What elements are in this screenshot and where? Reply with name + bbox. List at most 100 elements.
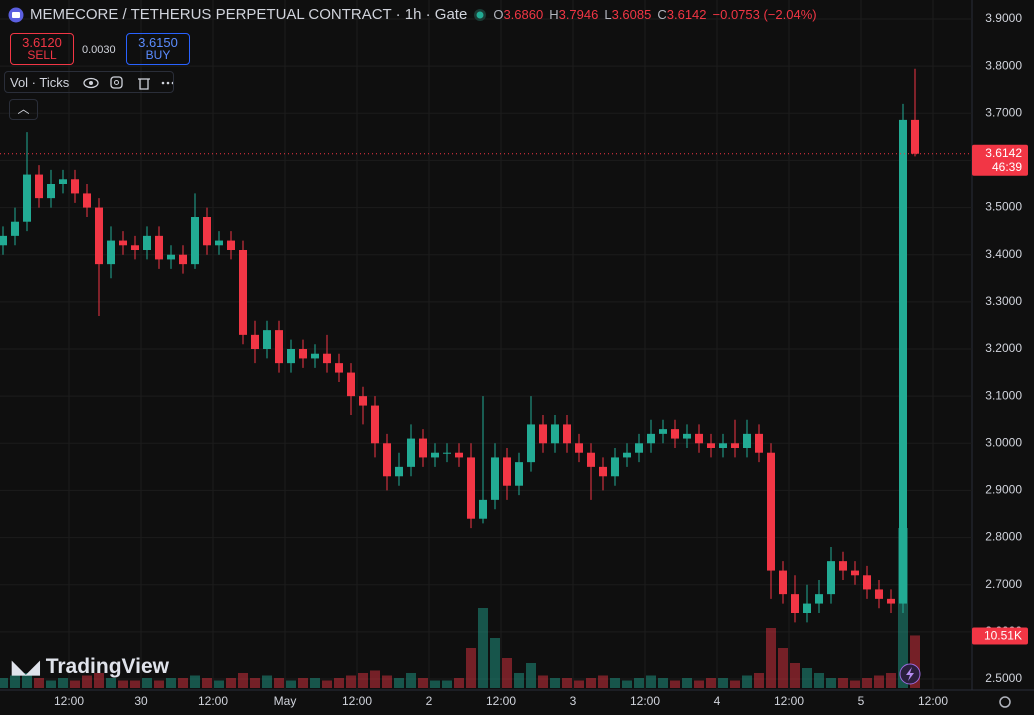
candle-body: [911, 119, 919, 154]
x-tick-label: 5: [858, 694, 865, 708]
candle-body: [527, 424, 535, 463]
volume-bar: [442, 680, 452, 688]
volume-bar: [382, 675, 392, 688]
settings-icon: [999, 696, 1011, 708]
candle-body: [263, 330, 271, 349]
x-tick-label: May: [274, 694, 297, 708]
volume-bar: [454, 678, 464, 688]
volume-bar: [862, 678, 872, 688]
volume-bar: [370, 670, 380, 688]
volume-bar: [850, 680, 860, 688]
volume-bar: [634, 678, 644, 688]
spread: 0.0030: [82, 44, 116, 56]
volume-bar: [82, 675, 92, 688]
candle-body: [23, 174, 31, 222]
volume-bar: [346, 675, 356, 688]
candle-body: [707, 443, 715, 448]
candle-body: [359, 396, 367, 406]
candle-body: [467, 457, 475, 519]
replay-icon: [906, 667, 914, 681]
candle-body: [503, 457, 511, 486]
indicator-legend[interactable]: Vol · Ticks: [4, 71, 174, 93]
y-tick-label: 3.1000: [985, 388, 1022, 402]
volume-bar: [826, 678, 836, 688]
volume-bar: [502, 658, 512, 688]
legend-value: 3.6142: [666, 7, 707, 22]
volume-bar: [766, 628, 776, 688]
candle-body: [287, 349, 295, 364]
symbol-icon: [8, 7, 24, 22]
x-tick-label: 12:00: [774, 694, 804, 708]
candle-body: [59, 179, 67, 184]
volume-bar: [538, 675, 548, 688]
volume-bar: [670, 680, 680, 688]
volume-bar: [178, 678, 188, 688]
collapse-button[interactable]: ︿: [9, 99, 38, 120]
candle-body: [743, 433, 751, 448]
sell-price: 3.6120: [22, 35, 62, 50]
candle-body: [839, 561, 847, 571]
x-tick-label: 12:00: [918, 694, 948, 708]
candle-body: [119, 240, 127, 246]
volume-bar: [238, 673, 248, 688]
candle-body: [323, 353, 331, 364]
candle-body: [11, 221, 19, 236]
legend-value: 3.6860: [503, 7, 544, 22]
volume-bar: [46, 680, 56, 688]
x-tick-label: 12:00: [630, 694, 660, 708]
volume-bar: [130, 680, 140, 688]
buy-button[interactable]: 3.6150 BUY: [126, 33, 190, 65]
candle-body: [347, 372, 355, 397]
candle-body: [131, 245, 139, 250]
candle-body: [563, 424, 571, 444]
volume-bar: [70, 680, 80, 688]
x-tick-label: 4: [714, 694, 721, 708]
volume-bar: [742, 675, 752, 688]
volume-bar: [418, 678, 428, 688]
countdown-label: 46:39: [992, 160, 1022, 174]
indicator-icons: [83, 76, 173, 90]
volume-bar: [286, 680, 296, 688]
volume-bar: [694, 680, 704, 688]
candle-body: [191, 217, 199, 265]
legend-value: 3.6085: [611, 7, 652, 22]
legend-label: C: [657, 7, 667, 22]
candle-body: [275, 330, 283, 364]
sell-label: SELL: [27, 48, 57, 62]
volume-bar: [610, 678, 620, 688]
buy-label: BUY: [145, 48, 171, 62]
candle-body: [827, 561, 835, 595]
last-price-box: [972, 144, 1028, 176]
candle-body: [575, 443, 583, 453]
volume-bar: [166, 678, 176, 688]
volume-bar: [94, 673, 104, 688]
candle-body: [95, 207, 103, 265]
volume-bar: [478, 608, 488, 688]
volume-bar: [562, 678, 572, 688]
volume-bar: [190, 675, 200, 688]
sell-button[interactable]: 3.6120 SELL: [10, 33, 74, 65]
candle-body: [647, 433, 655, 444]
volume-bar: [334, 678, 344, 688]
volume-bar: [430, 680, 440, 688]
candle-body: [815, 594, 823, 604]
volume-bar: [550, 678, 560, 688]
volume-bar: [730, 680, 740, 688]
logo-text: TradingView: [45, 655, 170, 678]
candle-body: [419, 438, 427, 458]
volume-bar: [622, 680, 632, 688]
candle-body: [227, 240, 235, 250]
volume-bar: [490, 638, 500, 688]
candle-body: [635, 443, 643, 453]
x-tick-label: 12:00: [486, 694, 516, 708]
candle-body: [143, 235, 151, 250]
x-tick-label: 12:00: [342, 694, 372, 708]
candle-body: [551, 424, 559, 444]
volume-bar: [778, 648, 788, 688]
buy-price: 3.6150: [138, 35, 178, 50]
candle-body: [671, 429, 679, 439]
volume-bar: [142, 678, 152, 688]
status-dot: [474, 8, 487, 21]
candle-body: [755, 433, 763, 453]
